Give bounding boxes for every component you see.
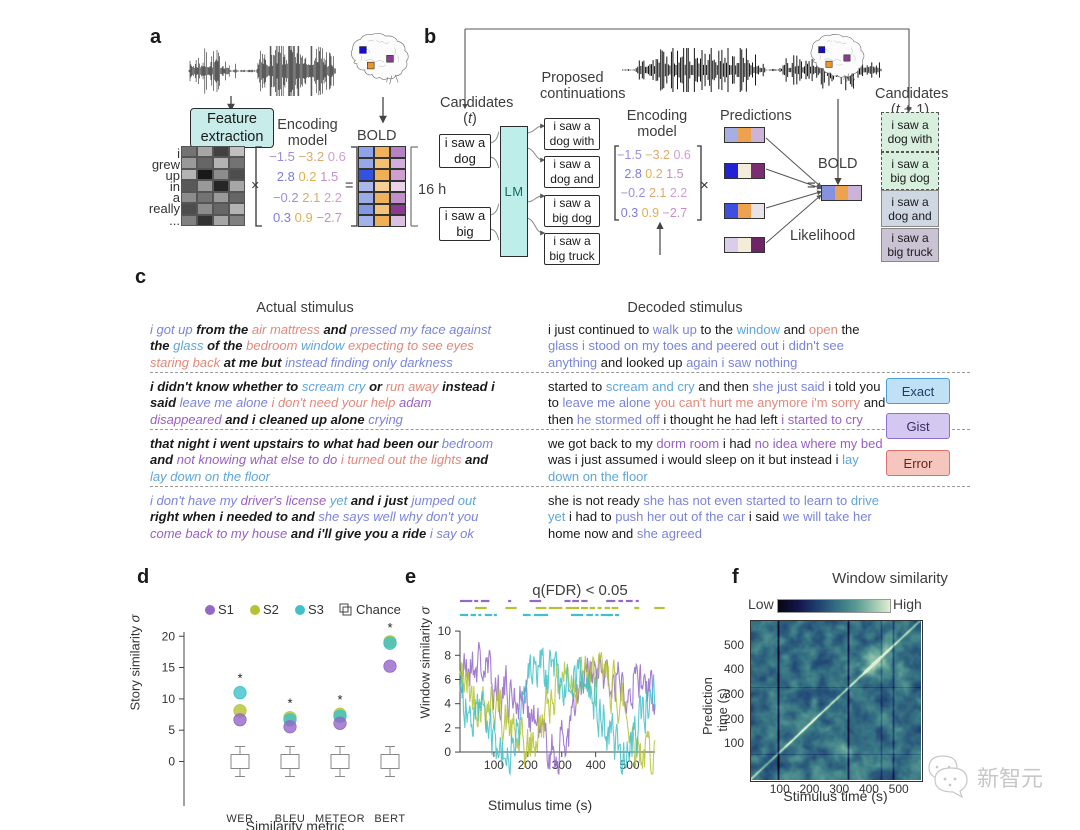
svg-text:*: * — [287, 696, 292, 711]
svg-text:20: 20 — [162, 629, 176, 643]
svg-text:10: 10 — [438, 624, 452, 638]
svg-text:S3: S3 — [308, 602, 324, 617]
svg-text:S1: S1 — [218, 602, 234, 617]
svg-text:8: 8 — [444, 648, 451, 662]
svg-text:*: * — [387, 620, 392, 635]
svg-text:5: 5 — [168, 723, 175, 737]
svg-text:2: 2 — [444, 721, 451, 735]
svg-text:新智元: 新智元 — [977, 766, 1043, 791]
svg-text:*: * — [337, 692, 342, 707]
svg-text:0: 0 — [168, 755, 175, 769]
svg-text:*: * — [237, 671, 242, 686]
svg-text:15: 15 — [162, 661, 176, 675]
svg-text:S2: S2 — [263, 602, 279, 617]
svg-text:Chance: Chance — [356, 602, 401, 617]
svg-text:400: 400 — [586, 758, 606, 772]
svg-text:4: 4 — [444, 697, 451, 711]
svg-text:0: 0 — [444, 745, 451, 759]
svg-text:200: 200 — [518, 758, 538, 772]
svg-text:10: 10 — [162, 692, 176, 706]
svg-text:6: 6 — [444, 672, 451, 686]
